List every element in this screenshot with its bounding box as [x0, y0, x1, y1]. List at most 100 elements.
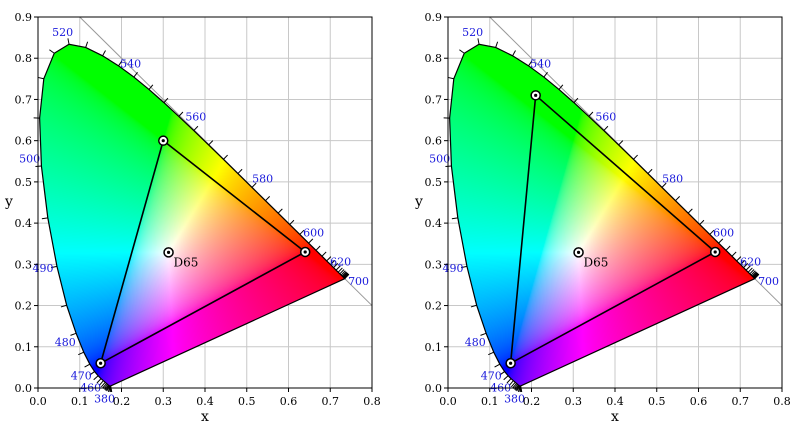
white-point-center: [167, 251, 170, 254]
y-tick-label: 0.0: [15, 382, 33, 395]
locus-tick: [675, 196, 679, 200]
primary-marker-center: [304, 250, 307, 253]
locus-tick: [604, 126, 608, 130]
y-tick-label: 0.5: [425, 176, 443, 189]
locus-tick: [223, 155, 227, 159]
wavelength-label: 480: [55, 336, 76, 349]
locus-tick: [209, 141, 213, 145]
locus-tick: [238, 169, 242, 173]
locus-tick: [179, 112, 183, 116]
locus-tick: [316, 246, 320, 250]
locus-tick: [619, 141, 623, 145]
y-tick-label: 0.3: [15, 258, 33, 271]
x-tick-label: 0.8: [773, 395, 791, 408]
locus-tick: [290, 220, 294, 224]
x-tick-label: 0.6: [280, 395, 298, 408]
x-tick-label: 0.5: [648, 395, 666, 408]
x-axis-title: x: [611, 409, 619, 425]
y-tick-label: 0.7: [15, 93, 33, 106]
y-axis-title: y: [4, 194, 13, 210]
y-tick-label: 0.1: [425, 341, 443, 354]
x-tick-label: 0.7: [732, 395, 750, 408]
wavelength-label: 700: [348, 275, 369, 288]
x-tick-label: 0.5: [238, 395, 256, 408]
locus-tick: [726, 246, 730, 250]
x-tick-label: 0.3: [565, 395, 583, 408]
wavelength-label: 500: [429, 153, 450, 166]
locus-tick: [589, 112, 593, 116]
wavelength-label: 600: [303, 226, 324, 239]
wavelength-label: 560: [185, 111, 206, 124]
locus-tick: [459, 50, 464, 54]
y-tick-label: 0.4: [15, 217, 33, 230]
locus-tick: [448, 77, 454, 78]
wavelength-label: 470: [71, 369, 92, 382]
locus-tick: [85, 364, 90, 367]
x-tick-label: 0.7: [322, 395, 340, 408]
locus-tick: [278, 209, 282, 213]
x-tick-label: 0.1: [481, 395, 499, 408]
y-tick-label: 0.8: [425, 52, 443, 65]
locus-tick: [688, 209, 692, 213]
white-point-center: [577, 251, 580, 254]
x-tick-label: 0.2: [113, 395, 131, 408]
y-tick-label: 0.9: [425, 11, 443, 24]
y-tick-label: 0.4: [425, 217, 443, 230]
locus-tick: [478, 38, 479, 44]
locus-tick: [94, 376, 98, 380]
locus-tick: [38, 77, 44, 78]
chart-svg-left: 380460470480490500520540560580600620700D…: [0, 0, 390, 426]
wavelength-label: 480: [465, 336, 486, 349]
locus-tick: [68, 38, 69, 44]
primary-marker-center: [714, 250, 717, 253]
x-tick-label: 0.0: [29, 395, 47, 408]
y-tick-label: 0.2: [15, 300, 33, 313]
locus-tick: [78, 352, 83, 354]
x-tick-label: 0.4: [196, 395, 214, 408]
locus-tick: [309, 239, 313, 243]
locus-tick: [488, 352, 493, 354]
locus-tick: [544, 72, 548, 77]
x-tick-label: 0.4: [606, 395, 624, 408]
y-tick-label: 0.9: [15, 11, 33, 24]
x-tick-label: 0.2: [523, 395, 541, 408]
locus-tick: [452, 218, 458, 219]
wavelength-label: 520: [52, 26, 73, 39]
wavelength-label: 540: [120, 57, 141, 70]
x-tick-label: 0.1: [71, 395, 89, 408]
y-tick-label: 0.0: [425, 382, 443, 395]
locus-tick: [265, 196, 269, 200]
y-axis-title: y: [414, 194, 423, 210]
wavelength-label: 580: [252, 172, 273, 185]
primary-marker-center: [162, 139, 165, 142]
wavelength-label: 700: [758, 275, 779, 288]
y-tick-label: 0.5: [15, 176, 33, 189]
y-tick-label: 0.8: [15, 52, 33, 65]
wavelength-label: 470: [481, 369, 502, 382]
x-tick-label: 0.8: [363, 395, 381, 408]
wavelength-label: 560: [595, 111, 616, 124]
locus-tick: [480, 333, 486, 335]
locus-tick: [86, 42, 88, 48]
chart-svg-right: 380460470480490500520540560580600620700D…: [410, 0, 800, 426]
x-axis-title: x: [201, 409, 209, 425]
locus-tick: [504, 376, 508, 380]
locus-tick: [194, 126, 198, 130]
y-tick-label: 0.1: [15, 341, 33, 354]
locus-tick: [700, 220, 704, 224]
locus-tick: [513, 51, 516, 56]
locus-tick: [496, 42, 498, 48]
locus-tick: [732, 252, 736, 256]
locus-tick: [103, 51, 106, 56]
locus-tick: [648, 169, 652, 173]
wavelength-label: 540: [530, 57, 551, 70]
wavelength-label: 620: [740, 256, 761, 269]
locus-tick: [633, 155, 637, 159]
primary-marker-center: [99, 362, 102, 365]
primary-marker-center: [534, 94, 537, 97]
primary-marker-center: [509, 362, 512, 365]
locus-tick: [42, 218, 48, 219]
locus-tick: [70, 333, 76, 335]
